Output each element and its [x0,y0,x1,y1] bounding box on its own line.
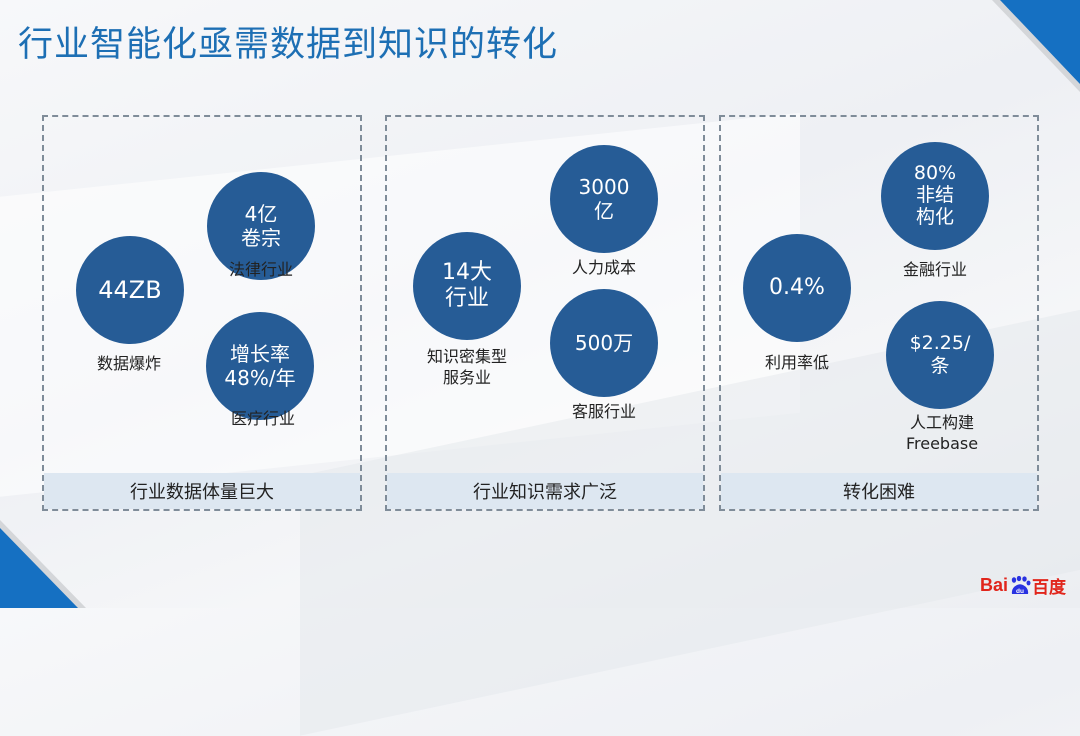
stat-label-line: 知识密集型 [426,347,508,366]
stat-label-line: 人工构建 [909,413,974,432]
logo-text-bai: Bai [979,575,1008,595]
stat-label: 人工构建 Freebase [906,413,978,455]
stat-circle: 44ZB [76,236,184,344]
stat-label: 人力成本 [572,258,636,279]
stat-value: 48%/年 [224,366,296,390]
stat-label: 利用率低 [765,353,829,374]
stat-value: 构化 [915,205,954,228]
stat-value: 亿 [594,199,614,223]
stat-label-line: 法律行业 [228,260,294,279]
corner-decoration-top-right [1000,0,1080,84]
stat-label: 法律行业 [229,260,293,281]
stat-label-line: 数据爆炸 [96,354,162,373]
stat-circle: 3000 亿 [550,145,658,253]
panel-footer-text: 行业数据体量巨大 [130,482,274,503]
stat-label: 金融行业 [903,260,967,281]
corner-decoration-bottom-left [0,528,78,608]
stat-label: 医疗行业 [231,409,295,430]
panel-footer: 行业知识需求广泛 [387,473,703,509]
stat-circle: 0.4% [743,234,851,342]
panel-data-volume: 44ZB 数据爆炸 4亿 卷宗 法律行业 增长率 48%/年 医疗行业 行业数据… [42,115,362,511]
stat-label-line: 人力成本 [571,258,637,277]
stat-label-line: 医疗行业 [230,409,296,428]
stat-label: 客服行业 [572,402,636,423]
panel-footer: 行业数据体量巨大 [44,473,360,509]
stat-value: 卷宗 [241,226,281,250]
stat-value: 3000 [578,175,630,199]
stat-value: 行业 [444,286,489,311]
paw-icon: du [1009,575,1031,596]
stat-label-line: Freebase [905,433,979,453]
stat-label-line: 金融行业 [902,260,968,279]
panel-footer: 转化困难 [721,473,1037,509]
panel-knowledge-demand: 14大 行业 知识密集型 服务业 3000 亿 人力成本 500万 客服行业 行… [385,115,705,511]
panel-footer-text: 转化困难 [843,482,915,503]
baidu-logo: Bai du 百度 [980,573,1066,598]
stat-label: 数据爆炸 [97,354,161,375]
stat-value: 500万 [574,331,634,355]
stat-value: 4亿 [244,202,278,226]
logo-text-chinese: 百度 [1032,578,1066,597]
slide-title: 行业智能化亟需数据到知识的转化 [18,25,559,65]
stat-label: 知识密集型 服务业 [427,347,507,389]
stat-value: 0.4% [769,274,825,300]
stat-circle: 4亿 卷宗 [207,172,315,280]
stat-circle: 80% 非结 构化 [881,142,989,250]
stat-label-line: 客服行业 [571,402,637,421]
stat-circle: 500万 [550,289,658,397]
stat-value: 14大 [442,259,492,285]
stat-label-line: 利用率低 [764,353,830,372]
stat-value: 非结 [915,184,954,207]
stat-value: 增长率 [230,342,290,366]
stat-value: 80% [913,162,957,185]
stat-circle: 增长率 48%/年 [206,312,314,420]
stat-circle: $2.25/ 条 [886,301,994,409]
stat-label-line: 服务业 [442,367,492,387]
panel-conversion-difficulty: 0.4% 利用率低 80% 非结 构化 金融行业 $2.25/ 条 人工构建 F… [719,115,1039,511]
stat-value: 条 [930,355,950,377]
stat-value: 44ZB [98,275,162,304]
svg-text:du: du [1016,588,1024,595]
stat-circle: 14大 行业 [413,232,521,340]
stat-value: $2.25/ [909,332,971,355]
panel-footer-text: 行业知识需求广泛 [473,482,617,503]
